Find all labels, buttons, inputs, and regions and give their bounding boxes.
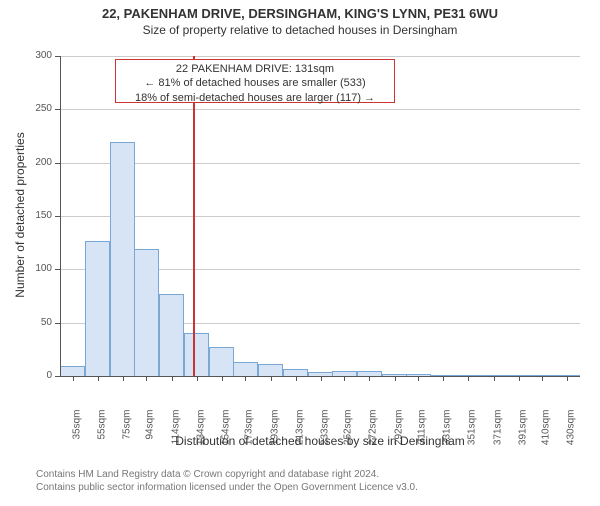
x-tick-mark [542, 376, 543, 381]
x-axis-label: Distribution of detached houses by size … [60, 434, 580, 448]
x-tick-mark [567, 376, 568, 381]
x-tick-mark [123, 376, 124, 381]
x-tick-mark [296, 376, 297, 381]
histogram-bar [184, 333, 209, 376]
annotation-box: 22 PAKENHAM DRIVE: 131sqm ← 81% of detac… [115, 59, 395, 103]
x-tick-mark [146, 376, 147, 381]
x-tick-mark [245, 376, 246, 381]
grid-line [60, 56, 580, 57]
x-tick-mark [222, 376, 223, 381]
chart-title: 22, PAKENHAM DRIVE, DERSINGHAM, KING'S L… [0, 6, 600, 21]
x-tick-mark [197, 376, 198, 381]
histogram-bar [283, 369, 308, 376]
grid-line [60, 163, 580, 164]
x-tick-mark [172, 376, 173, 381]
x-tick-mark [271, 376, 272, 381]
y-axis-line [60, 56, 61, 376]
chart-subtitle: Size of property relative to detached ho… [0, 23, 600, 37]
grid-line [60, 216, 580, 217]
histogram-bar [159, 294, 184, 376]
x-tick-mark [73, 376, 74, 381]
histogram-bar [134, 249, 159, 376]
histogram-bar [60, 366, 85, 376]
grid-line [60, 109, 580, 110]
annotation-line1: 22 PAKENHAM DRIVE: 131sqm [120, 62, 390, 76]
x-tick-mark [321, 376, 322, 381]
histogram-bar [209, 347, 234, 376]
histogram-bar [110, 142, 135, 376]
y-tick-label: 0 [22, 370, 52, 381]
y-tick-label: 300 [22, 50, 52, 61]
x-tick-mark [443, 376, 444, 381]
chart-container: 22, PAKENHAM DRIVE, DERSINGHAM, KING'S L… [0, 6, 600, 506]
y-axis-label: Number of detached properties [13, 100, 27, 330]
x-tick-mark [98, 376, 99, 381]
x-tick-mark [468, 376, 469, 381]
histogram-bar [233, 362, 258, 376]
x-tick-mark [369, 376, 370, 381]
footer-text: Contains HM Land Registry data © Crown c… [36, 468, 418, 494]
annotation-line2: ← 81% of detached houses are smaller (53… [120, 76, 390, 90]
histogram-bar [85, 241, 110, 376]
annotation-line3: 18% of semi-detached houses are larger (… [120, 91, 390, 105]
footer-line2: Contains public sector information licen… [36, 481, 418, 494]
x-tick-mark [344, 376, 345, 381]
footer-line1: Contains HM Land Registry data © Crown c… [36, 468, 418, 481]
x-tick-mark [494, 376, 495, 381]
histogram-bar [258, 364, 283, 376]
x-tick-mark [395, 376, 396, 381]
x-tick-mark [519, 376, 520, 381]
x-tick-mark [418, 376, 419, 381]
